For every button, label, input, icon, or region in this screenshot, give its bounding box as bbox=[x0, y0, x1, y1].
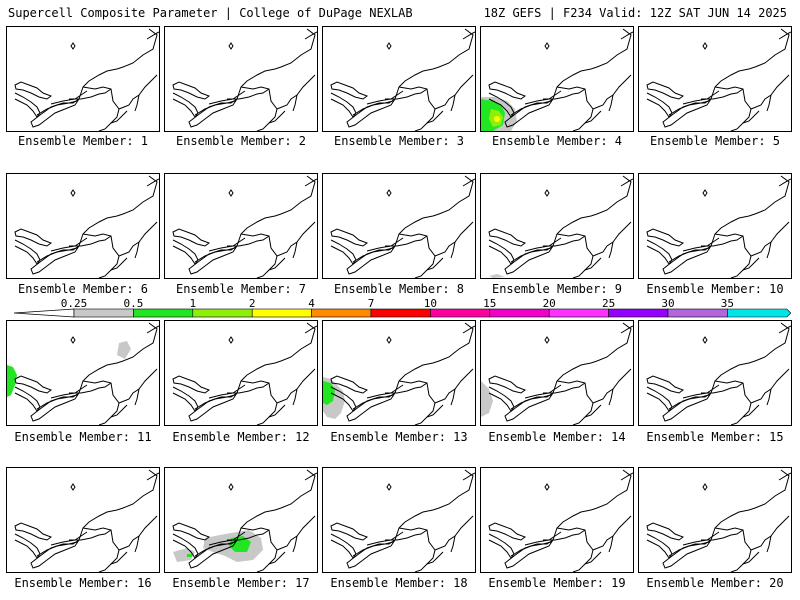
colorbar-segment bbox=[608, 308, 669, 318]
northeast-us-basemap bbox=[488, 469, 633, 572]
colorbar-underflow-triangle bbox=[13, 308, 75, 318]
ensemble-panel bbox=[480, 26, 634, 132]
ensemble-panel bbox=[480, 173, 634, 279]
northeast-us-basemap bbox=[330, 175, 475, 278]
northeast-us-basemap bbox=[646, 28, 791, 131]
colorbar-segment bbox=[430, 308, 491, 318]
map-title: Supercell Composite Parameter | College … bbox=[8, 6, 413, 20]
ensemble-panel bbox=[164, 467, 318, 573]
colorbar-tick-label: 2 bbox=[248, 297, 256, 310]
valid-time-label: 18Z GEFS | F234 Valid: 12Z SAT JUN 14 20… bbox=[483, 6, 787, 20]
ensemble-panel bbox=[638, 320, 792, 426]
ensemble-panel bbox=[164, 320, 318, 426]
northeast-us-basemap bbox=[14, 175, 159, 278]
ensemble-member-label: Ensemble Member: 16 bbox=[14, 576, 152, 590]
ensemble-panel bbox=[6, 320, 160, 426]
ensemble-member-label: Ensemble Member: 11 bbox=[14, 430, 152, 444]
ensemble-panel bbox=[6, 467, 160, 573]
ensemble-panel bbox=[480, 320, 634, 426]
colorbar-tick-label: 10 bbox=[423, 297, 438, 310]
colorbar-tick-label: 15 bbox=[483, 297, 497, 310]
ensemble-panel bbox=[6, 173, 160, 279]
colorbar-segment bbox=[667, 308, 728, 318]
colorbar-segment bbox=[370, 308, 431, 318]
ensemble-member-label: Ensemble Member: 3 bbox=[333, 134, 465, 148]
ensemble-member-label: Ensemble Member: 10 bbox=[646, 282, 784, 296]
colorbar-tick-label: 0.25 bbox=[60, 297, 88, 310]
colorbar-segment bbox=[192, 308, 253, 318]
northeast-us-basemap bbox=[14, 469, 159, 572]
northeast-us-basemap bbox=[646, 175, 791, 278]
ensemble-panel bbox=[322, 26, 476, 132]
colorbar-tick-label: 30 bbox=[661, 297, 675, 310]
ensemble-member-label: Ensemble Member: 15 bbox=[646, 430, 784, 444]
colorbar bbox=[13, 308, 792, 318]
colorbar-tick-label: 20 bbox=[542, 297, 556, 310]
ensemble-member-label: Ensemble Member: 1 bbox=[17, 134, 149, 148]
ensemble-member-label: Ensemble Member: 8 bbox=[333, 282, 465, 296]
ensemble-member-label: Ensemble Member: 6 bbox=[17, 282, 149, 296]
colorbar-segment bbox=[311, 308, 372, 318]
ensemble-member-label: Ensemble Member: 7 bbox=[175, 282, 307, 296]
ensemble-member-label: Ensemble Member: 9 bbox=[491, 282, 623, 296]
ensemble-member-label: Ensemble Member: 17 bbox=[172, 576, 310, 590]
ensemble-member-label: Ensemble Member: 20 bbox=[646, 576, 784, 590]
northeast-us-basemap bbox=[172, 469, 317, 572]
northeast-us-basemap bbox=[488, 175, 633, 278]
colorbar-tick-label: 7 bbox=[367, 297, 375, 310]
ensemble-member-label: Ensemble Member: 19 bbox=[488, 576, 626, 590]
colorbar-tick-label: 0.5 bbox=[123, 297, 144, 310]
ensemble-panel bbox=[638, 173, 792, 279]
colorbar-segment bbox=[727, 308, 792, 318]
colorbar-segment bbox=[489, 308, 550, 318]
ensemble-member-label: Ensemble Member: 2 bbox=[175, 134, 307, 148]
northeast-us-basemap bbox=[330, 469, 475, 572]
ensemble-member-label: Ensemble Member: 14 bbox=[488, 430, 626, 444]
northeast-us-basemap bbox=[172, 322, 317, 425]
northeast-us-basemap bbox=[481, 28, 633, 131]
northeast-us-basemap bbox=[7, 322, 159, 425]
ensemble-member-label: Ensemble Member: 12 bbox=[172, 430, 310, 444]
ensemble-panel bbox=[638, 26, 792, 132]
northeast-us-basemap bbox=[14, 28, 159, 131]
ensemble-panel bbox=[322, 173, 476, 279]
ensemble-panel bbox=[480, 467, 634, 573]
colorbar-segment bbox=[73, 308, 134, 318]
northeast-us-basemap bbox=[646, 469, 791, 572]
ensemble-member-label: Ensemble Member: 4 bbox=[491, 134, 623, 148]
ensemble-member-label: Ensemble Member: 13 bbox=[330, 430, 468, 444]
ensemble-panel bbox=[6, 26, 160, 132]
ensemble-panel bbox=[164, 173, 318, 279]
northeast-us-basemap bbox=[481, 322, 633, 425]
ensemble-panel bbox=[322, 320, 476, 426]
ensemble-panel bbox=[322, 467, 476, 573]
colorbar-tick-label: 4 bbox=[308, 297, 315, 310]
ensemble-member-label: Ensemble Member: 5 bbox=[649, 134, 781, 148]
colorbar-tick-label: 1 bbox=[189, 297, 197, 310]
ensemble-panel bbox=[638, 467, 792, 573]
northeast-us-basemap bbox=[330, 28, 475, 131]
ensemble-member-label: Ensemble Member: 18 bbox=[330, 576, 468, 590]
colorbar-tick-label: 35 bbox=[720, 297, 735, 310]
northeast-us-basemap bbox=[646, 322, 791, 425]
colorbar-segment bbox=[133, 308, 194, 318]
northeast-us-basemap bbox=[172, 175, 317, 278]
colorbar-segment bbox=[548, 308, 609, 318]
colorbar-tick-label: 25 bbox=[601, 297, 616, 310]
ensemble-panel bbox=[164, 26, 318, 132]
northeast-us-basemap bbox=[172, 28, 317, 131]
colorbar-segment bbox=[251, 308, 312, 318]
northeast-us-basemap bbox=[323, 322, 475, 425]
